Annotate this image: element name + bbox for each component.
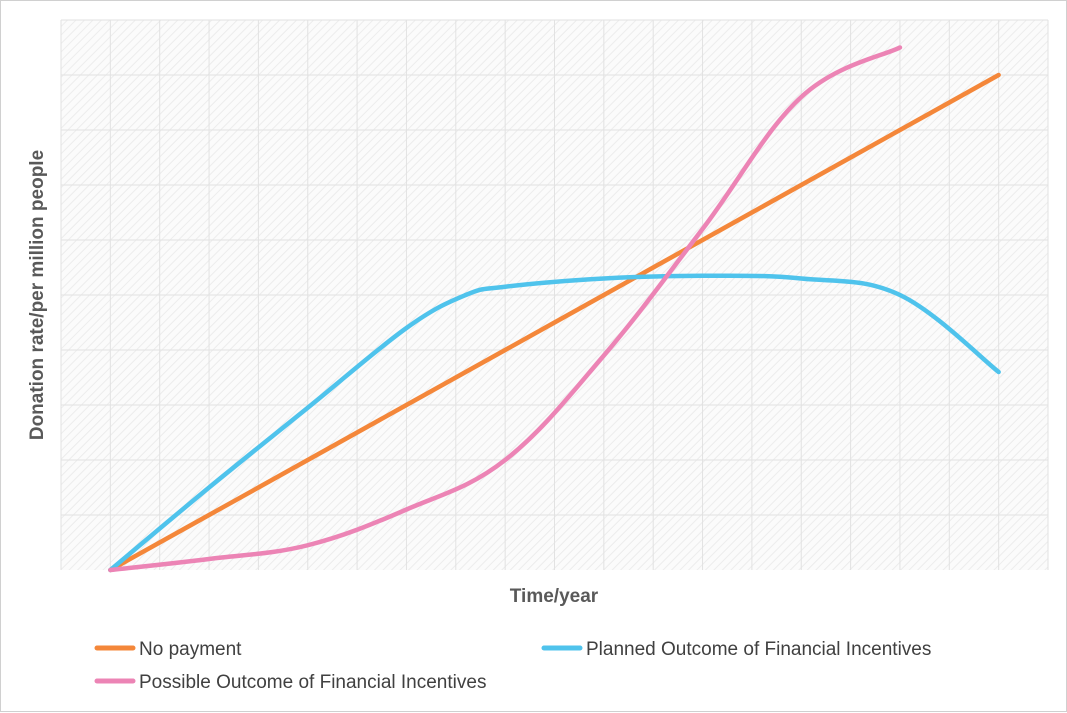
legend-label-planned-outcome: Planned Outcome of Financial Incentives	[586, 639, 931, 660]
legend: No payment Planned Outcome of Financial …	[94, 639, 931, 693]
gridlines	[60, 19, 1049, 570]
series-line-planned-outcome	[108, 273, 1001, 573]
y-axis-label: Donation rate/per million people	[27, 150, 48, 440]
legend-label-possible-outcome: Possible Outcome of Financial Incentives	[139, 672, 486, 693]
x-axis-label: Time/year	[510, 586, 599, 607]
series-line-possible-outcome	[108, 45, 903, 573]
series-line-no-payment	[108, 72, 1001, 573]
legend-label-no-payment: No payment	[139, 639, 242, 660]
series-lines	[108, 45, 1001, 573]
